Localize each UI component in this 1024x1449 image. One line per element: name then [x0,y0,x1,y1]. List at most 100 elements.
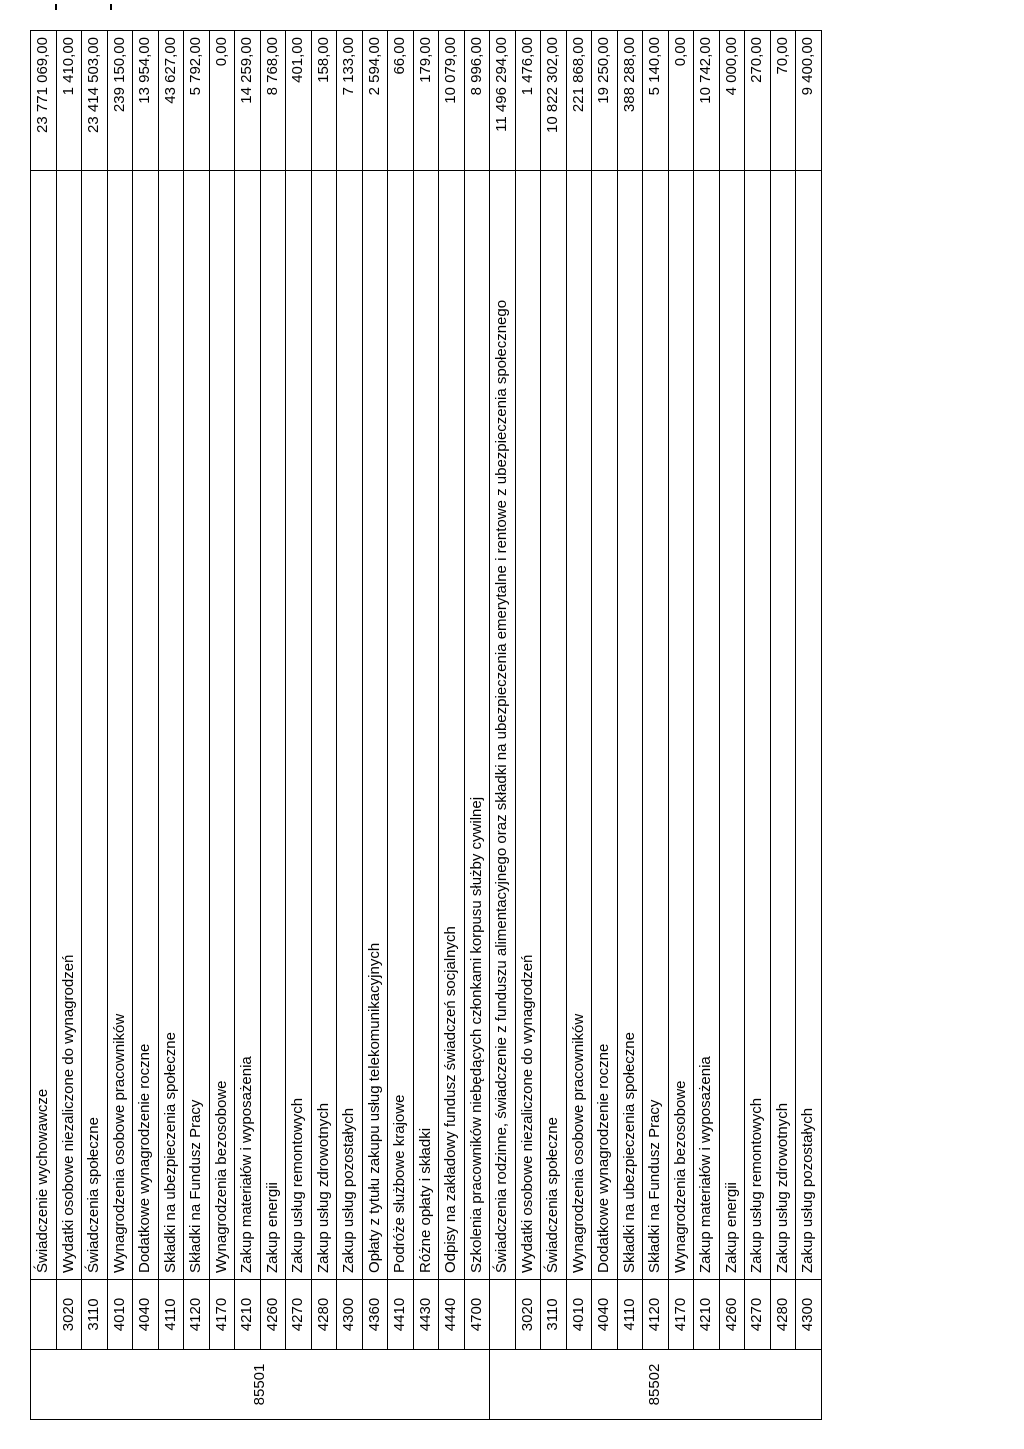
table-row: 4010Wynagrodzenia osobowe pracowników221… [566,31,592,1420]
paragraph-code: 4270 [745,1280,771,1350]
row-description: Składki na Fundusz Pracy [643,171,669,1280]
paragraph-code: 4410 [388,1280,414,1350]
table-row: 4260Zakup energii8 768,00 [260,31,286,1420]
table-row: 4410Podróże służbowe krajowe66,00 [388,31,414,1420]
row-description: Zakup energii [260,171,286,1280]
budget-table-body: 85501Świadczenie wychowawcze23 771 069,0… [31,31,822,1420]
paragraph-code: 4040 [592,1280,618,1350]
row-amount: 1 476,00 [515,31,541,171]
table-row: 4270Zakup usług remontowych401,00 [286,31,312,1420]
table-row: 4300Zakup usług pozostałych7 133,00 [337,31,363,1420]
row-description: Składki na Fundusz Pracy [184,171,210,1280]
section-amount: 23 771 069,00 [31,31,57,171]
table-row: 4270Zakup usług remontowych270,00 [745,31,771,1420]
row-description: Odpisy na zakładowy fundusz świadczeń so… [439,171,465,1280]
table-row: 4110Składki na ubezpieczenia społeczne38… [617,31,643,1420]
paragraph-code: 4280 [770,1280,796,1350]
table-row: 4430Różne opłaty i składki179,00 [413,31,439,1420]
paragraph-code: 4260 [719,1280,745,1350]
row-amount: 66,00 [388,31,414,171]
row-description: Opłaty z tytułu zakupu usług telekomunik… [362,171,388,1280]
row-description: Zakup usług pozostałych [796,171,822,1280]
row-description: Zakup usług zdrowotnych [770,171,796,1280]
row-description: Zakup usług remontowych [286,171,312,1280]
paragraph-code: 4210 [235,1280,261,1350]
row-amount: 4 000,00 [719,31,745,171]
row-description: Zakup usług zdrowotnych [311,171,337,1280]
row-amount: 9 400,00 [796,31,822,171]
row-amount: 221 868,00 [566,31,592,171]
row-amount: 2 594,00 [362,31,388,171]
paragraph-code: 4300 [337,1280,363,1350]
table-row: 4210Zakup materiałów i wyposażenia10 742… [694,31,720,1420]
paragraph-code: 4110 [158,1280,184,1350]
table-row: 4040Dodatkowe wynagrodzenie roczne19 250… [592,31,618,1420]
table-row: 4280Zakup usług zdrowotnych70,00 [770,31,796,1420]
paragraph-code: 4120 [184,1280,210,1350]
paragraph-code: 4260 [260,1280,286,1350]
row-description: Świadczenia społeczne [541,171,567,1280]
paragraph-code: 4280 [311,1280,337,1350]
paragraph-code: 4210 [694,1280,720,1350]
table-row: 3110Świadczenia społeczne23 414 503,00 [82,31,108,1420]
row-amount: 70,00 [770,31,796,171]
section-header-row: 85502Świadczenia rodzinne, świadczenie z… [490,31,516,1420]
section-description: Świadczenia rodzinne, świadczenie z fund… [490,171,516,1280]
row-description: Zakup usług pozostałych [337,171,363,1280]
row-amount: 23 414 503,00 [82,31,108,171]
row-amount: 158,00 [311,31,337,171]
row-amount: 239 150,00 [107,31,133,171]
paragraph-code: 3110 [82,1280,108,1350]
paragraph-code: 4110 [617,1280,643,1350]
row-amount: 7 133,00 [337,31,363,171]
row-amount: 10 079,00 [439,31,465,171]
row-amount: 10 742,00 [694,31,720,171]
table-row: 3110Świadczenia społeczne10 822 302,00 [541,31,567,1420]
row-description: Wydatki osobowe niezaliczone do wynagrod… [515,171,541,1280]
paragraph-code: 4170 [209,1280,235,1350]
row-amount: 14 259,00 [235,31,261,171]
table-row: 4360Opłaty z tytułu zakupu usług telekom… [362,31,388,1420]
row-description: Składki na ubezpieczenia społeczne [617,171,643,1280]
table-row: 4280Zakup usług zdrowotnych158,00 [311,31,337,1420]
table-row: 4440Odpisy na zakładowy fundusz świadcze… [439,31,465,1420]
row-description: Dodatkowe wynagrodzenie roczne [592,171,618,1280]
section-code: 85502 [490,1350,822,1420]
paragraph-code: 4010 [566,1280,592,1350]
row-amount: 179,00 [413,31,439,171]
paragraph-code: 4430 [413,1280,439,1350]
table-row: 4110Składki na ubezpieczenia społeczne43… [158,31,184,1420]
paragraph-code: 4170 [668,1280,694,1350]
row-description: Różne opłaty i składki [413,171,439,1280]
paragraph-code: 4440 [439,1280,465,1350]
row-description: Wynagrodzenia osobowe pracowników [566,171,592,1280]
table-row: 4700Szkolenia pracowników niebędących cz… [464,31,490,1420]
table-row: 4170Wynagrodzenia bezosobowe0,00 [209,31,235,1420]
paragraph-code: 4010 [107,1280,133,1350]
paragraph-code [490,1280,516,1350]
row-amount: 0,00 [209,31,235,171]
table-row: 4120Składki na Fundusz Pracy5 140,00 [643,31,669,1420]
row-description: Podróże służbowe krajowe [388,171,414,1280]
table-row: 4040Dodatkowe wynagrodzenie roczne13 954… [133,31,159,1420]
row-amount: 8 996,00 [464,31,490,171]
row-description: Wynagrodzenia osobowe pracowników [107,171,133,1280]
row-amount: 8 768,00 [260,31,286,171]
row-description: Szkolenia pracowników niebędących członk… [464,171,490,1280]
row-amount: 43 627,00 [158,31,184,171]
row-description: Dodatkowe wynagrodzenie roczne [133,171,159,1280]
table-row: 3020Wydatki osobowe niezaliczone do wyna… [515,31,541,1420]
section-amount: 11 496 294,00 [490,31,516,171]
paragraph-code: 4300 [796,1280,822,1350]
row-amount: 5 140,00 [643,31,669,171]
row-description: Zakup usług remontowych [745,171,771,1280]
rotated-sheet: 85501Świadczenie wychowawcze23 771 069,0… [30,30,990,1420]
paragraph-code: 4270 [286,1280,312,1350]
row-amount: 10 822 302,00 [541,31,567,171]
table-row: 3020Wydatki osobowe niezaliczone do wyna… [56,31,82,1420]
section-code: 85501 [31,1350,490,1420]
scan-mark [110,4,112,10]
table-row: 4300Zakup usług pozostałych9 400,00 [796,31,822,1420]
table-row: 4170Wynagrodzenia bezosobowe0,00 [668,31,694,1420]
row-description: Wynagrodzenia bezosobowe [209,171,235,1280]
